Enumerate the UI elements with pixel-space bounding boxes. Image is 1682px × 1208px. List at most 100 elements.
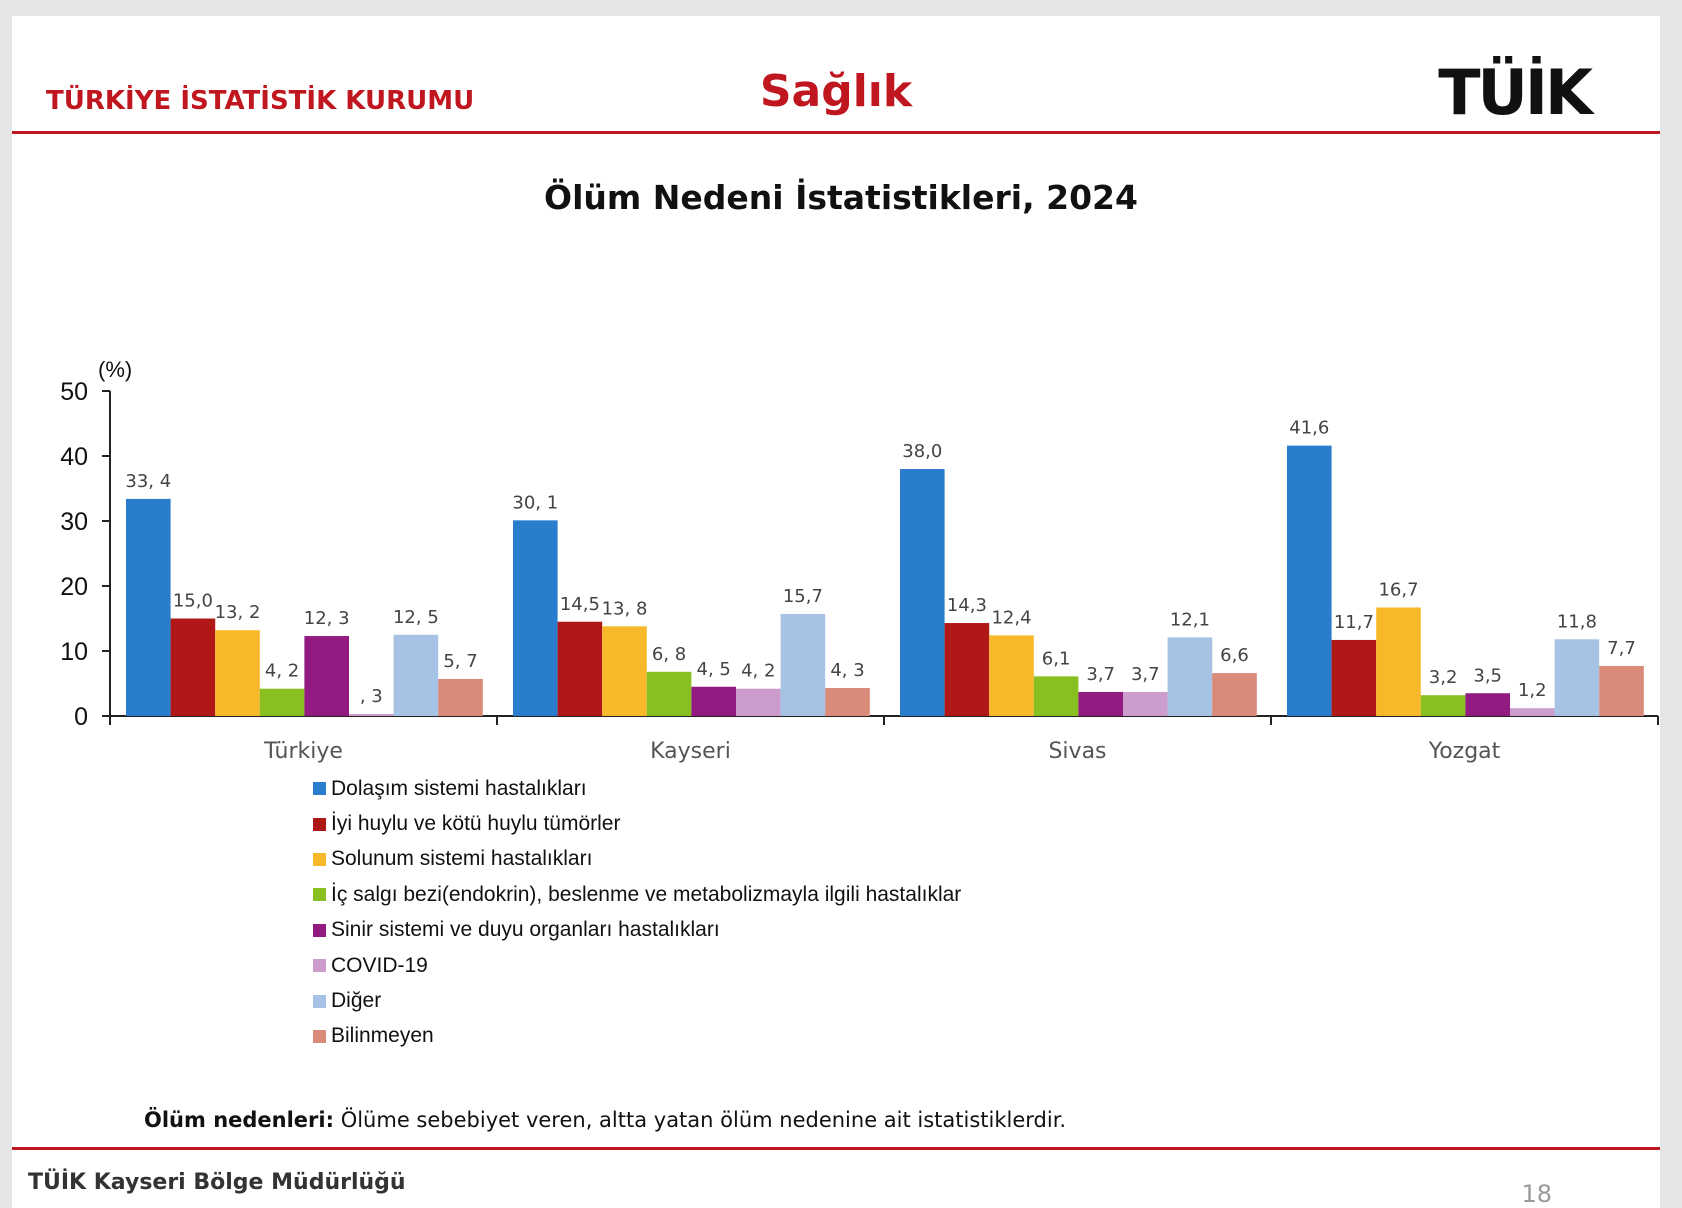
x-tick-label: Yozgat — [1428, 739, 1501, 764]
footnote: Ölüm nedenleri: Ölüme sebebiyet veren, a… — [144, 1108, 1066, 1132]
bar — [1167, 637, 1213, 716]
data-label: 1,2 — [1518, 680, 1547, 701]
legend-swatch — [313, 1029, 326, 1043]
bar — [513, 520, 558, 716]
legend-item: COVID-19 — [313, 948, 961, 983]
bar — [1331, 639, 1377, 716]
data-label: 41,6 — [1289, 418, 1329, 439]
legend-swatch — [313, 923, 326, 937]
bar — [736, 688, 781, 716]
data-label: 4, 2 — [741, 661, 775, 682]
data-label: 4, 5 — [697, 659, 731, 680]
y-tick-label: 50 — [60, 378, 88, 406]
data-label: 15,7 — [783, 586, 823, 607]
data-label: 13, 8 — [602, 598, 648, 619]
chart-legend: Dolaşım sistemi hastalıkları İyi huylu ve… — [313, 771, 961, 1054]
legend-item: Sinir sistemi ve duyu organları hastalık… — [313, 913, 961, 948]
bar — [602, 626, 647, 716]
legend-item: Diğer — [313, 983, 961, 1018]
x-tick-label: Kayseri — [650, 739, 731, 764]
y-tick-label: 0 — [74, 703, 88, 731]
data-label: , 3 — [360, 686, 383, 707]
data-label: 11,7 — [1334, 612, 1374, 633]
data-label: 33, 4 — [125, 471, 171, 492]
x-tick-label: Sivas — [1048, 739, 1106, 764]
section-title: Sağlık — [759, 66, 913, 117]
data-label: 12, 3 — [304, 608, 350, 629]
bar — [1465, 693, 1510, 716]
data-label: 14,3 — [947, 595, 987, 616]
data-label: 6,1 — [1042, 648, 1071, 669]
data-label: 13, 2 — [215, 602, 261, 623]
bar — [557, 621, 603, 716]
bar — [1376, 607, 1421, 716]
legend-label: İç salgı bezi(endokrin), beslenme ve met… — [331, 882, 962, 906]
bar — [691, 686, 736, 716]
bar — [259, 688, 305, 716]
legend-item: Dolaşım sistemi hastalıkları — [313, 771, 961, 806]
legend-label: Diğer — [331, 989, 382, 1013]
legend-swatch — [313, 782, 326, 796]
bar — [215, 630, 260, 716]
data-label: 15,0 — [173, 591, 213, 612]
data-label: 6,6 — [1220, 645, 1249, 666]
data-label: 30, 1 — [512, 492, 558, 513]
bar — [170, 618, 216, 716]
bar — [1078, 691, 1123, 716]
legend-swatch — [313, 888, 326, 902]
tuik-logo: TÜİK — [1438, 56, 1593, 129]
data-label: 3,7 — [1131, 664, 1160, 685]
data-label: 3,5 — [1473, 665, 1502, 686]
bar — [1033, 676, 1079, 716]
footnote-text: Ölüme sebebiyet veren, altta yatan ölüm … — [334, 1108, 1067, 1132]
data-label: 4, 2 — [265, 661, 299, 682]
data-label: 7,7 — [1607, 638, 1636, 659]
bar — [825, 688, 870, 716]
bar — [1510, 708, 1555, 716]
bar — [989, 635, 1034, 716]
bar — [944, 623, 990, 716]
bar — [1123, 691, 1168, 716]
bar — [780, 613, 826, 716]
y-axis-label: (%) — [98, 357, 132, 382]
data-label: 6, 8 — [652, 644, 686, 665]
legend-label: İyi huylu ve kötü huylu tümörler — [331, 812, 621, 836]
bar-chart: 0 10 20 30 40 50 (%) Türkiye Kayseri Sivas Yozgat 3… — [60, 357, 1659, 764]
footnote-label: Ölüm nedenleri: — [144, 1108, 335, 1132]
data-label: 12,1 — [1170, 609, 1210, 630]
legend-label: Dolaşım sistemi hastalıkları — [331, 776, 587, 800]
legend-label: COVID-19 — [331, 953, 428, 977]
bar — [1212, 673, 1257, 716]
legend-swatch — [313, 852, 326, 866]
legend-label: Bilinmeyen — [331, 1024, 434, 1048]
header-divider — [12, 131, 1660, 134]
legend-item: İyi huylu ve kötü huylu tümörler — [313, 806, 961, 841]
legend-item: Bilinmeyen — [313, 1019, 961, 1054]
bar — [304, 636, 349, 716]
legend-swatch — [313, 994, 326, 1008]
bar — [393, 634, 439, 716]
data-label: 14,5 — [560, 594, 600, 615]
data-label: 4, 3 — [830, 660, 864, 681]
footer-divider — [12, 1147, 1660, 1150]
data-label: 16,7 — [1378, 579, 1418, 600]
y-tick-label: 40 — [60, 443, 88, 471]
data-label: 11,8 — [1557, 611, 1597, 632]
bar — [1599, 665, 1644, 716]
bar — [438, 678, 483, 716]
bar — [1287, 445, 1332, 716]
data-label: 12,4 — [991, 607, 1031, 628]
legend-swatch — [313, 817, 326, 831]
data-label: 3,2 — [1429, 667, 1458, 688]
bar — [126, 498, 171, 716]
chart-title: Ölüm Nedeni İstatistikleri, 2024 — [544, 178, 1138, 217]
x-tick-label: Türkiye — [263, 739, 343, 764]
data-label: 5, 7 — [443, 651, 477, 672]
y-tick-label: 20 — [60, 573, 88, 601]
legend-item: Solunum sistemi hastalıkları — [313, 842, 961, 877]
data-label: 38,0 — [902, 441, 942, 462]
legend-label: Solunum sistemi hastalıkları — [331, 847, 593, 871]
bar — [646, 671, 692, 716]
y-tick-label: 10 — [60, 638, 88, 666]
organization-name: TÜRKİYE İSTATİSTİK KURUMU — [46, 86, 475, 116]
